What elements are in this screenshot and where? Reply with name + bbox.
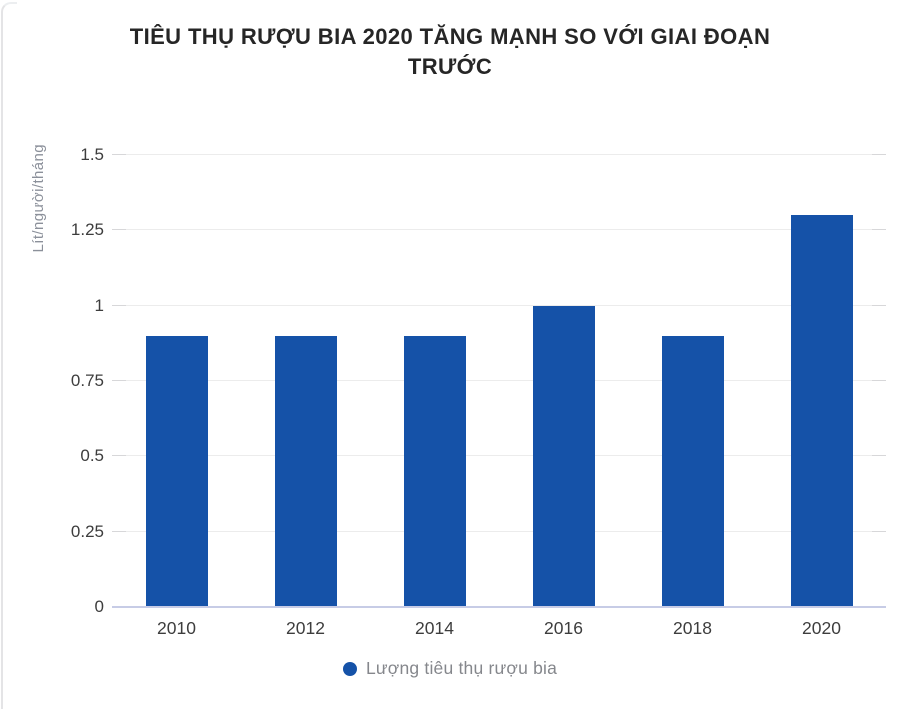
gridline-1: [112, 304, 886, 306]
tick-mark-right: [872, 455, 886, 457]
bar-2016[interactable]: [532, 305, 595, 607]
x-axis-line: [112, 606, 886, 608]
y-tick-label-0.75: 0.75: [70, 371, 104, 390]
tick-mark-left: [112, 530, 126, 532]
bars-layer: [112, 155, 886, 607]
x-label-2014: 2014: [415, 618, 454, 638]
tick-mark-right: [872, 530, 886, 532]
tick-mark-right: [872, 229, 886, 231]
bar-slot-2012: [241, 155, 370, 607]
tick-mark-right: [872, 154, 886, 155]
tick-mark-right: [872, 304, 886, 306]
x-label-2018: 2018: [673, 618, 712, 638]
chart-title: TIÊU THỤ RƯỢU BIA 2020 TĂNG MẠNH SO VỚI …: [129, 24, 771, 79]
y-tick-label-0.5: 0.5: [80, 446, 104, 466]
bar-slot-2014: [370, 155, 499, 607]
plot-area: [112, 154, 886, 608]
gridline-0.25: [112, 530, 886, 532]
y-tick-label-0.25: 0.25: [70, 521, 104, 541]
bar-2014[interactable]: [403, 335, 466, 607]
tick-mark-left: [112, 229, 126, 231]
x-label-2016: 2016: [544, 618, 583, 638]
x-label-2010: 2010: [157, 618, 196, 638]
gridline-1.25: [112, 229, 886, 231]
y-tick-label-1.25: 1.25: [70, 220, 104, 240]
legend-label: Lượng tiêu thụ rượu bia: [365, 658, 558, 678]
tick-mark-left: [112, 304, 126, 306]
gridline-0.75: [112, 380, 886, 381]
bar-slot-2016: [499, 155, 628, 607]
bar-2010[interactable]: [145, 335, 208, 607]
tick-mark-right: [872, 380, 886, 381]
tick-mark-left: [112, 154, 126, 155]
tick-mark-left: [112, 380, 126, 381]
tick-mark-left: [112, 455, 126, 457]
legend: Lượng tiêu thụ rượu bia: [0, 658, 900, 679]
x-label-2020: 2020: [802, 618, 841, 638]
bar-slot-2020: [757, 155, 886, 607]
bar-2020[interactable]: [790, 215, 853, 607]
x-axis-labels: 2010 2012 2014 2016 2018 2020: [112, 618, 886, 639]
bar-slot-2018: [628, 155, 757, 607]
bar-2012[interactable]: [274, 335, 337, 607]
gridline-0.5: [112, 455, 886, 457]
y-tick-label-0: 0: [94, 597, 104, 616]
legend-dot-icon: [342, 661, 357, 676]
gridline-1.5: [112, 154, 886, 155]
y-tick-label-1: 1: [94, 295, 104, 315]
legend-item[interactable]: Lượng tiêu thụ rượu bia: [342, 658, 558, 679]
x-label-2012: 2012: [286, 618, 325, 638]
y-tick-label-1.5: 1.5: [80, 145, 104, 164]
bar-2018[interactable]: [661, 335, 724, 607]
bar-slot-2010: [112, 155, 241, 607]
